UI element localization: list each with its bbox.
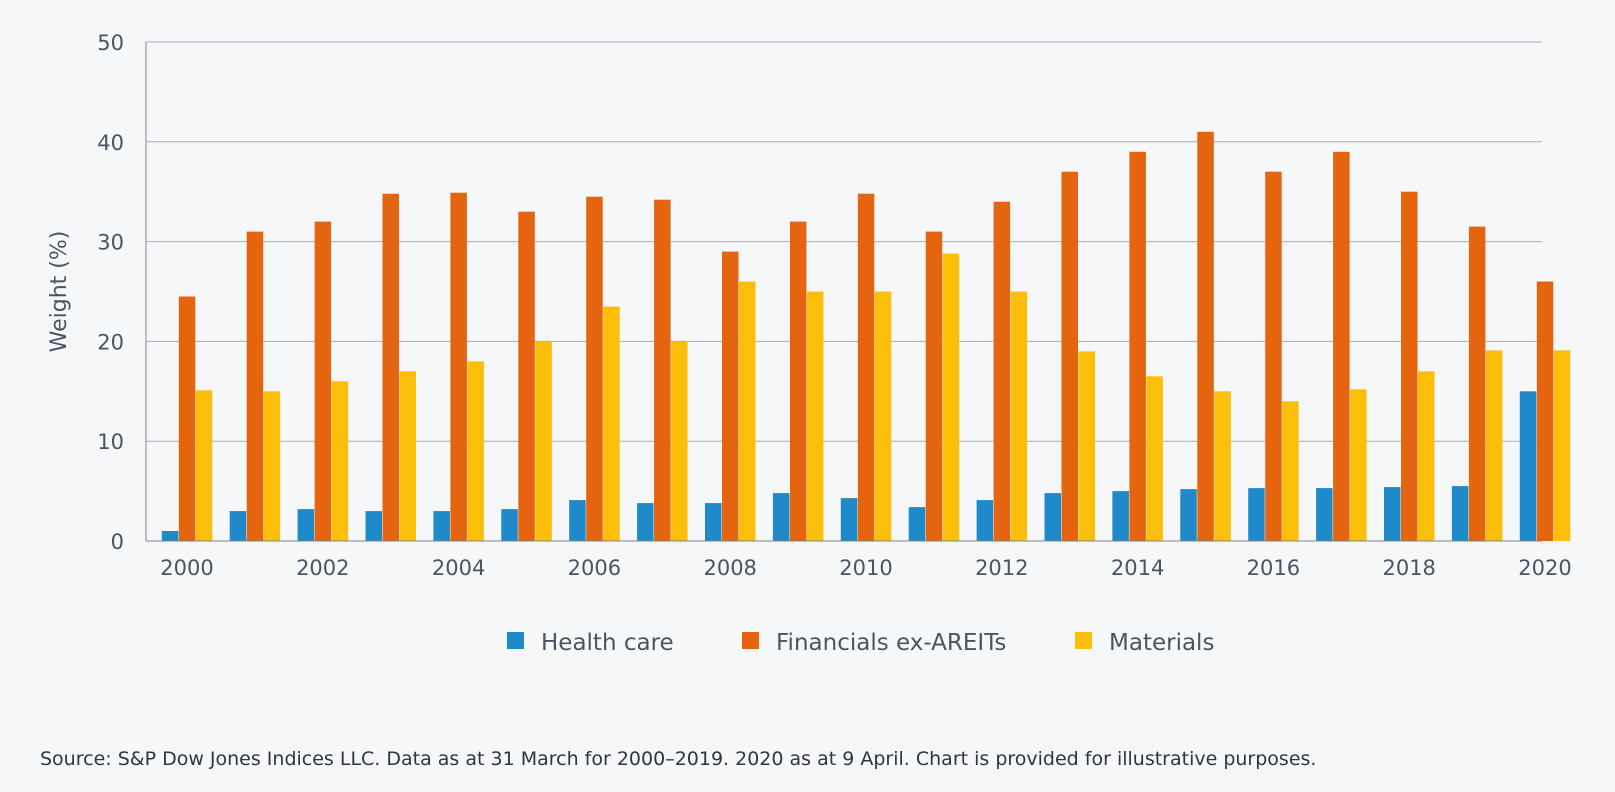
- bar-materials-2011: [942, 253, 960, 541]
- bar-materials-2012: [1010, 291, 1028, 541]
- bar-materials-2015: [1214, 391, 1231, 541]
- bar-materials-2002: [331, 381, 349, 541]
- x-tick-label: 2004: [432, 556, 485, 580]
- x-tick-label: 2006: [568, 556, 621, 580]
- bar-financials-ex-areits-2019: [1468, 226, 1486, 541]
- y-tick-label: 0: [111, 530, 124, 554]
- bar-financials-ex-areits-2005: [518, 211, 535, 541]
- y-tick-label: 20: [97, 330, 124, 354]
- x-tick-label: 2008: [703, 556, 756, 580]
- bar-materials-2000: [195, 390, 213, 541]
- y-tick-label: 10: [97, 430, 124, 454]
- bar-materials-2008: [739, 281, 756, 541]
- bar-health-care-2017: [1316, 488, 1333, 541]
- bar-health-care-2000: [161, 531, 179, 541]
- y-axis-title: Weight (%): [47, 231, 72, 353]
- bar-financials-ex-areits-2003: [382, 193, 399, 541]
- bar-financials-ex-areits-2002: [314, 221, 332, 541]
- legend-label: Financials ex-AREITs: [776, 630, 1006, 656]
- bar-health-care-2011: [908, 507, 926, 541]
- bar-health-care-2002: [297, 509, 315, 541]
- legend-swatch: [742, 632, 759, 649]
- bar-health-care-2019: [1451, 486, 1469, 541]
- bar-materials-2010: [874, 291, 892, 541]
- legend-label: Materials: [1109, 630, 1214, 656]
- legend-swatch: [1075, 632, 1092, 649]
- bar-financials-ex-areits-2006: [586, 196, 603, 541]
- bar-materials-2009: [806, 291, 824, 541]
- legend: Health care Financials ex-AREITs Materials: [507, 630, 1214, 656]
- x-tick-label: 2012: [975, 556, 1028, 580]
- x-tick-label: 2010: [839, 556, 892, 580]
- bar-health-care-2014: [1112, 491, 1129, 541]
- bar-health-care-2012: [976, 500, 994, 541]
- bar-health-care-2005: [501, 509, 518, 541]
- bar-health-care-2003: [365, 511, 382, 541]
- bar-health-care-2015: [1180, 489, 1197, 541]
- bar-health-care-2006: [569, 500, 586, 541]
- y-tick-label: 50: [97, 31, 124, 55]
- bar-health-care-2001: [229, 511, 247, 541]
- gridlines: [146, 41, 1542, 442]
- bar-chart: 0 10 20 30 40 50 2000 2002 2004 2006 2008 2010 2012 2…: [47, 31, 1572, 656]
- bar-health-care-2013: [1044, 493, 1061, 541]
- bar-financials-ex-areits-2014: [1129, 151, 1146, 542]
- bar-materials-2018: [1418, 371, 1435, 541]
- bar-materials-2001: [263, 391, 281, 541]
- bar-financials-ex-areits-2013: [1061, 171, 1078, 541]
- bar-financials-ex-areits-2016: [1265, 171, 1282, 541]
- legend-item: Health care: [507, 630, 674, 656]
- bar-financials-ex-areits-2009: [789, 221, 807, 541]
- bar-financials-ex-areits-2012: [993, 201, 1011, 541]
- bar-financials-ex-areits-2001: [246, 231, 264, 541]
- bar-financials-ex-areits-2007: [654, 199, 671, 541]
- bar-financials-ex-areits-2017: [1333, 151, 1350, 542]
- legend-item: Materials: [1075, 630, 1214, 656]
- bar-health-care-2007: [637, 503, 654, 541]
- bar-financials-ex-areits-2010: [857, 193, 875, 541]
- y-tick-label: 30: [97, 231, 124, 255]
- x-tick-label: 2014: [1111, 556, 1164, 580]
- x-tick-label: 2020: [1518, 556, 1571, 580]
- bar-materials-2013: [1078, 351, 1095, 541]
- axes: 0 10 20 30 40 50 2000 2002 2004 2006 2008 2010 2012 2…: [47, 31, 1572, 580]
- bar-health-care-2020: [1519, 391, 1537, 541]
- x-tick-label: 2016: [1247, 556, 1300, 580]
- bar-health-care-2009: [772, 493, 790, 541]
- bar-health-care-2008: [705, 503, 722, 541]
- bar-materials-2007: [671, 341, 688, 541]
- bar-health-care-2018: [1384, 487, 1401, 541]
- bar-financials-ex-areits-2008: [722, 251, 739, 541]
- x-tick-label: 2000: [160, 556, 213, 580]
- bar-materials-2005: [535, 341, 552, 541]
- source-note: Source: S&P Dow Jones Indices LLC. Data …: [40, 748, 1317, 770]
- x-tick-label: 2002: [296, 556, 349, 580]
- bar-financials-ex-areits-2004: [450, 192, 467, 541]
- bar-materials-2020: [1553, 350, 1571, 541]
- bar-financials-ex-areits-2020: [1536, 281, 1554, 541]
- bar-health-care-2016: [1248, 488, 1265, 541]
- legend-label: Health care: [541, 630, 674, 656]
- bar-materials-2017: [1350, 389, 1367, 541]
- bar-health-care-2010: [840, 498, 858, 541]
- legend-swatch: [507, 632, 524, 649]
- bar-materials-2014: [1146, 376, 1163, 541]
- bar-financials-ex-areits-2000: [178, 296, 196, 541]
- x-tick-label: 2018: [1382, 556, 1435, 580]
- bar-materials-2019: [1485, 350, 1503, 541]
- y-tick-label: 40: [97, 131, 124, 155]
- bar-materials-2003: [399, 371, 416, 541]
- bar-materials-2006: [603, 306, 620, 541]
- bar-financials-ex-areits-2015: [1197, 131, 1214, 542]
- bars: [161, 131, 1571, 542]
- bar-materials-2016: [1282, 401, 1299, 541]
- bar-financials-ex-areits-2018: [1401, 191, 1418, 541]
- bar-materials-2004: [467, 361, 484, 541]
- legend-item: Financials ex-AREITs: [742, 630, 1006, 656]
- bar-health-care-2004: [433, 511, 450, 541]
- bar-financials-ex-areits-2011: [925, 231, 943, 541]
